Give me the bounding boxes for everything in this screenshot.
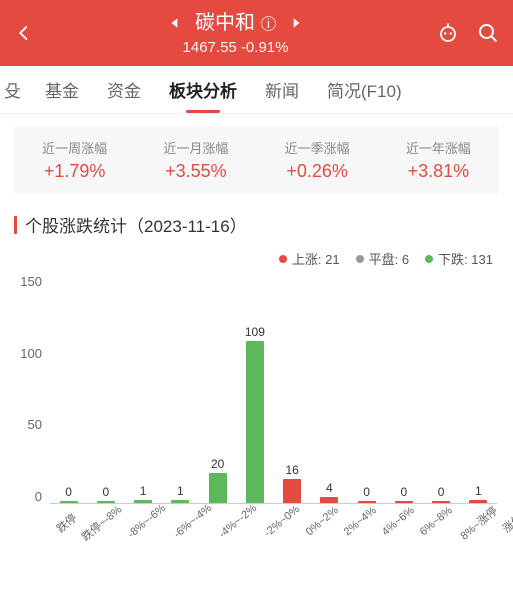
bar [432, 501, 450, 503]
section-title: 个股涨跌统计（2023-11-16） [14, 212, 499, 237]
bar-item: 0 [385, 280, 422, 503]
prev-arrow-icon[interactable] [161, 9, 189, 37]
period-stats-panel: 近一周涨幅 +1.79% 近一月涨幅 +3.55% 近一季涨幅 +0.26% 近… [14, 126, 499, 194]
chart-legend: 上涨: 21 平盘: 6 下跌: 131 [0, 245, 513, 274]
stat-month: 近一月涨幅 +3.55% [135, 138, 256, 182]
header-center: 碳中和 i 1467.55 -0.91% [36, 9, 435, 57]
tab-bar: 殳 基金 资金 板块分析 新闻 简况(F10) [0, 66, 513, 114]
section-title-text: 个股涨跌统计（2023-11-16） [25, 212, 247, 237]
bar [320, 497, 338, 503]
bar-item: 0 [423, 280, 460, 503]
bar-item: 0 [348, 280, 385, 503]
bar [469, 500, 487, 503]
legend-dot-flat [356, 255, 364, 263]
ytick: 0 [10, 489, 42, 504]
bar [246, 341, 264, 503]
bar-value-label: 0 [363, 485, 370, 499]
app-header: 碳中和 i 1467.55 -0.91% [0, 0, 513, 66]
stat-quarter: 近一季涨幅 +0.26% [257, 138, 378, 182]
ytick: 150 [10, 274, 42, 289]
bar-item: 16 [274, 280, 311, 503]
stat-label: 近一月涨幅 [135, 138, 256, 157]
bar-item: 1 [460, 280, 497, 503]
stat-week: 近一周涨幅 +1.79% [14, 138, 135, 182]
stat-year: 近一年涨幅 +3.81% [378, 138, 499, 182]
plot-area: 0 0 1 1 20 109 16 4 0 0 0 1 [50, 280, 497, 504]
bar [60, 501, 78, 503]
tab-profile[interactable]: 简况(F10) [313, 66, 416, 113]
bar-item: 0 [50, 280, 87, 503]
bar [171, 500, 189, 503]
stat-value: +1.79% [14, 161, 135, 182]
next-arrow-icon[interactable] [282, 9, 310, 37]
bar-value-label: 20 [211, 457, 224, 471]
price: 1467.55 [183, 39, 237, 56]
legend-flat-label: 平盘: 6 [369, 249, 409, 268]
bars-container: 0 0 1 1 20 109 16 4 0 0 0 1 [50, 280, 497, 503]
stat-label: 近一周涨幅 [14, 138, 135, 157]
legend-up: 上涨: 21 [279, 249, 340, 268]
legend-flat: 平盘: 6 [356, 249, 409, 268]
bar [283, 479, 301, 503]
bar [134, 500, 152, 503]
bar [358, 501, 376, 503]
distribution-chart: 150 100 50 0 0 0 1 1 20 109 16 4 0 0 0 1 跌停跌停~-8%-8… [10, 274, 503, 554]
bar-item: 1 [125, 280, 162, 503]
tab-analysis[interactable]: 板块分析 [155, 66, 251, 113]
bar [209, 473, 227, 503]
bar-item: 4 [311, 280, 348, 503]
bar-value-label: 1 [475, 484, 482, 498]
back-button[interactable] [12, 21, 36, 45]
tab-fund[interactable]: 基金 [31, 66, 93, 113]
bar-item: 1 [162, 280, 199, 503]
robot-icon[interactable] [435, 20, 461, 46]
header-subline: 1467.55 -0.91% [183, 39, 289, 57]
bar-value-label: 0 [401, 485, 408, 499]
bar-item: 0 [87, 280, 124, 503]
legend-down-label: 下跌: 131 [438, 249, 493, 268]
search-icon[interactable] [475, 20, 501, 46]
bar-item: 109 [236, 280, 273, 503]
stat-value: +0.26% [257, 161, 378, 182]
ytick: 50 [10, 417, 42, 432]
legend-down: 下跌: 131 [425, 249, 493, 268]
legend-dot-down [425, 255, 433, 263]
bar-value-label: 16 [285, 463, 298, 477]
stat-label: 近一季涨幅 [257, 138, 378, 157]
tab-money[interactable]: 资金 [93, 66, 155, 113]
stat-label: 近一年涨幅 [378, 138, 499, 157]
legend-dot-up [279, 255, 287, 263]
stat-value: +3.81% [378, 161, 499, 182]
bar-value-label: 0 [103, 485, 110, 499]
bar-value-label: 4 [326, 481, 333, 495]
bar-item: 20 [199, 280, 236, 503]
change-pct: -0.91% [241, 39, 289, 56]
stock-title: 碳中和 [195, 11, 255, 35]
bar [395, 501, 413, 503]
bar-value-label: 1 [140, 484, 147, 498]
bar-value-label: 0 [438, 485, 445, 499]
title-accent-bar [14, 216, 17, 234]
bar-value-label: 0 [65, 485, 72, 499]
ytick: 100 [10, 346, 42, 361]
bar-value-label: 1 [177, 484, 184, 498]
x-axis-labels: 跌停跌停~-8%-8%~-6%-6%~-4%-4%~-2%-2%~0%0%~2%… [50, 504, 497, 554]
stat-value: +3.55% [135, 161, 256, 182]
info-icon[interactable]: i [261, 16, 276, 31]
tab-news[interactable]: 新闻 [251, 66, 313, 113]
y-axis: 150 100 50 0 [10, 274, 48, 504]
legend-up-label: 上涨: 21 [292, 249, 340, 268]
tab-cut[interactable]: 殳 [4, 66, 31, 113]
x-label: 8%~涨停 [457, 503, 513, 570]
bar-value-label: 109 [245, 325, 265, 339]
